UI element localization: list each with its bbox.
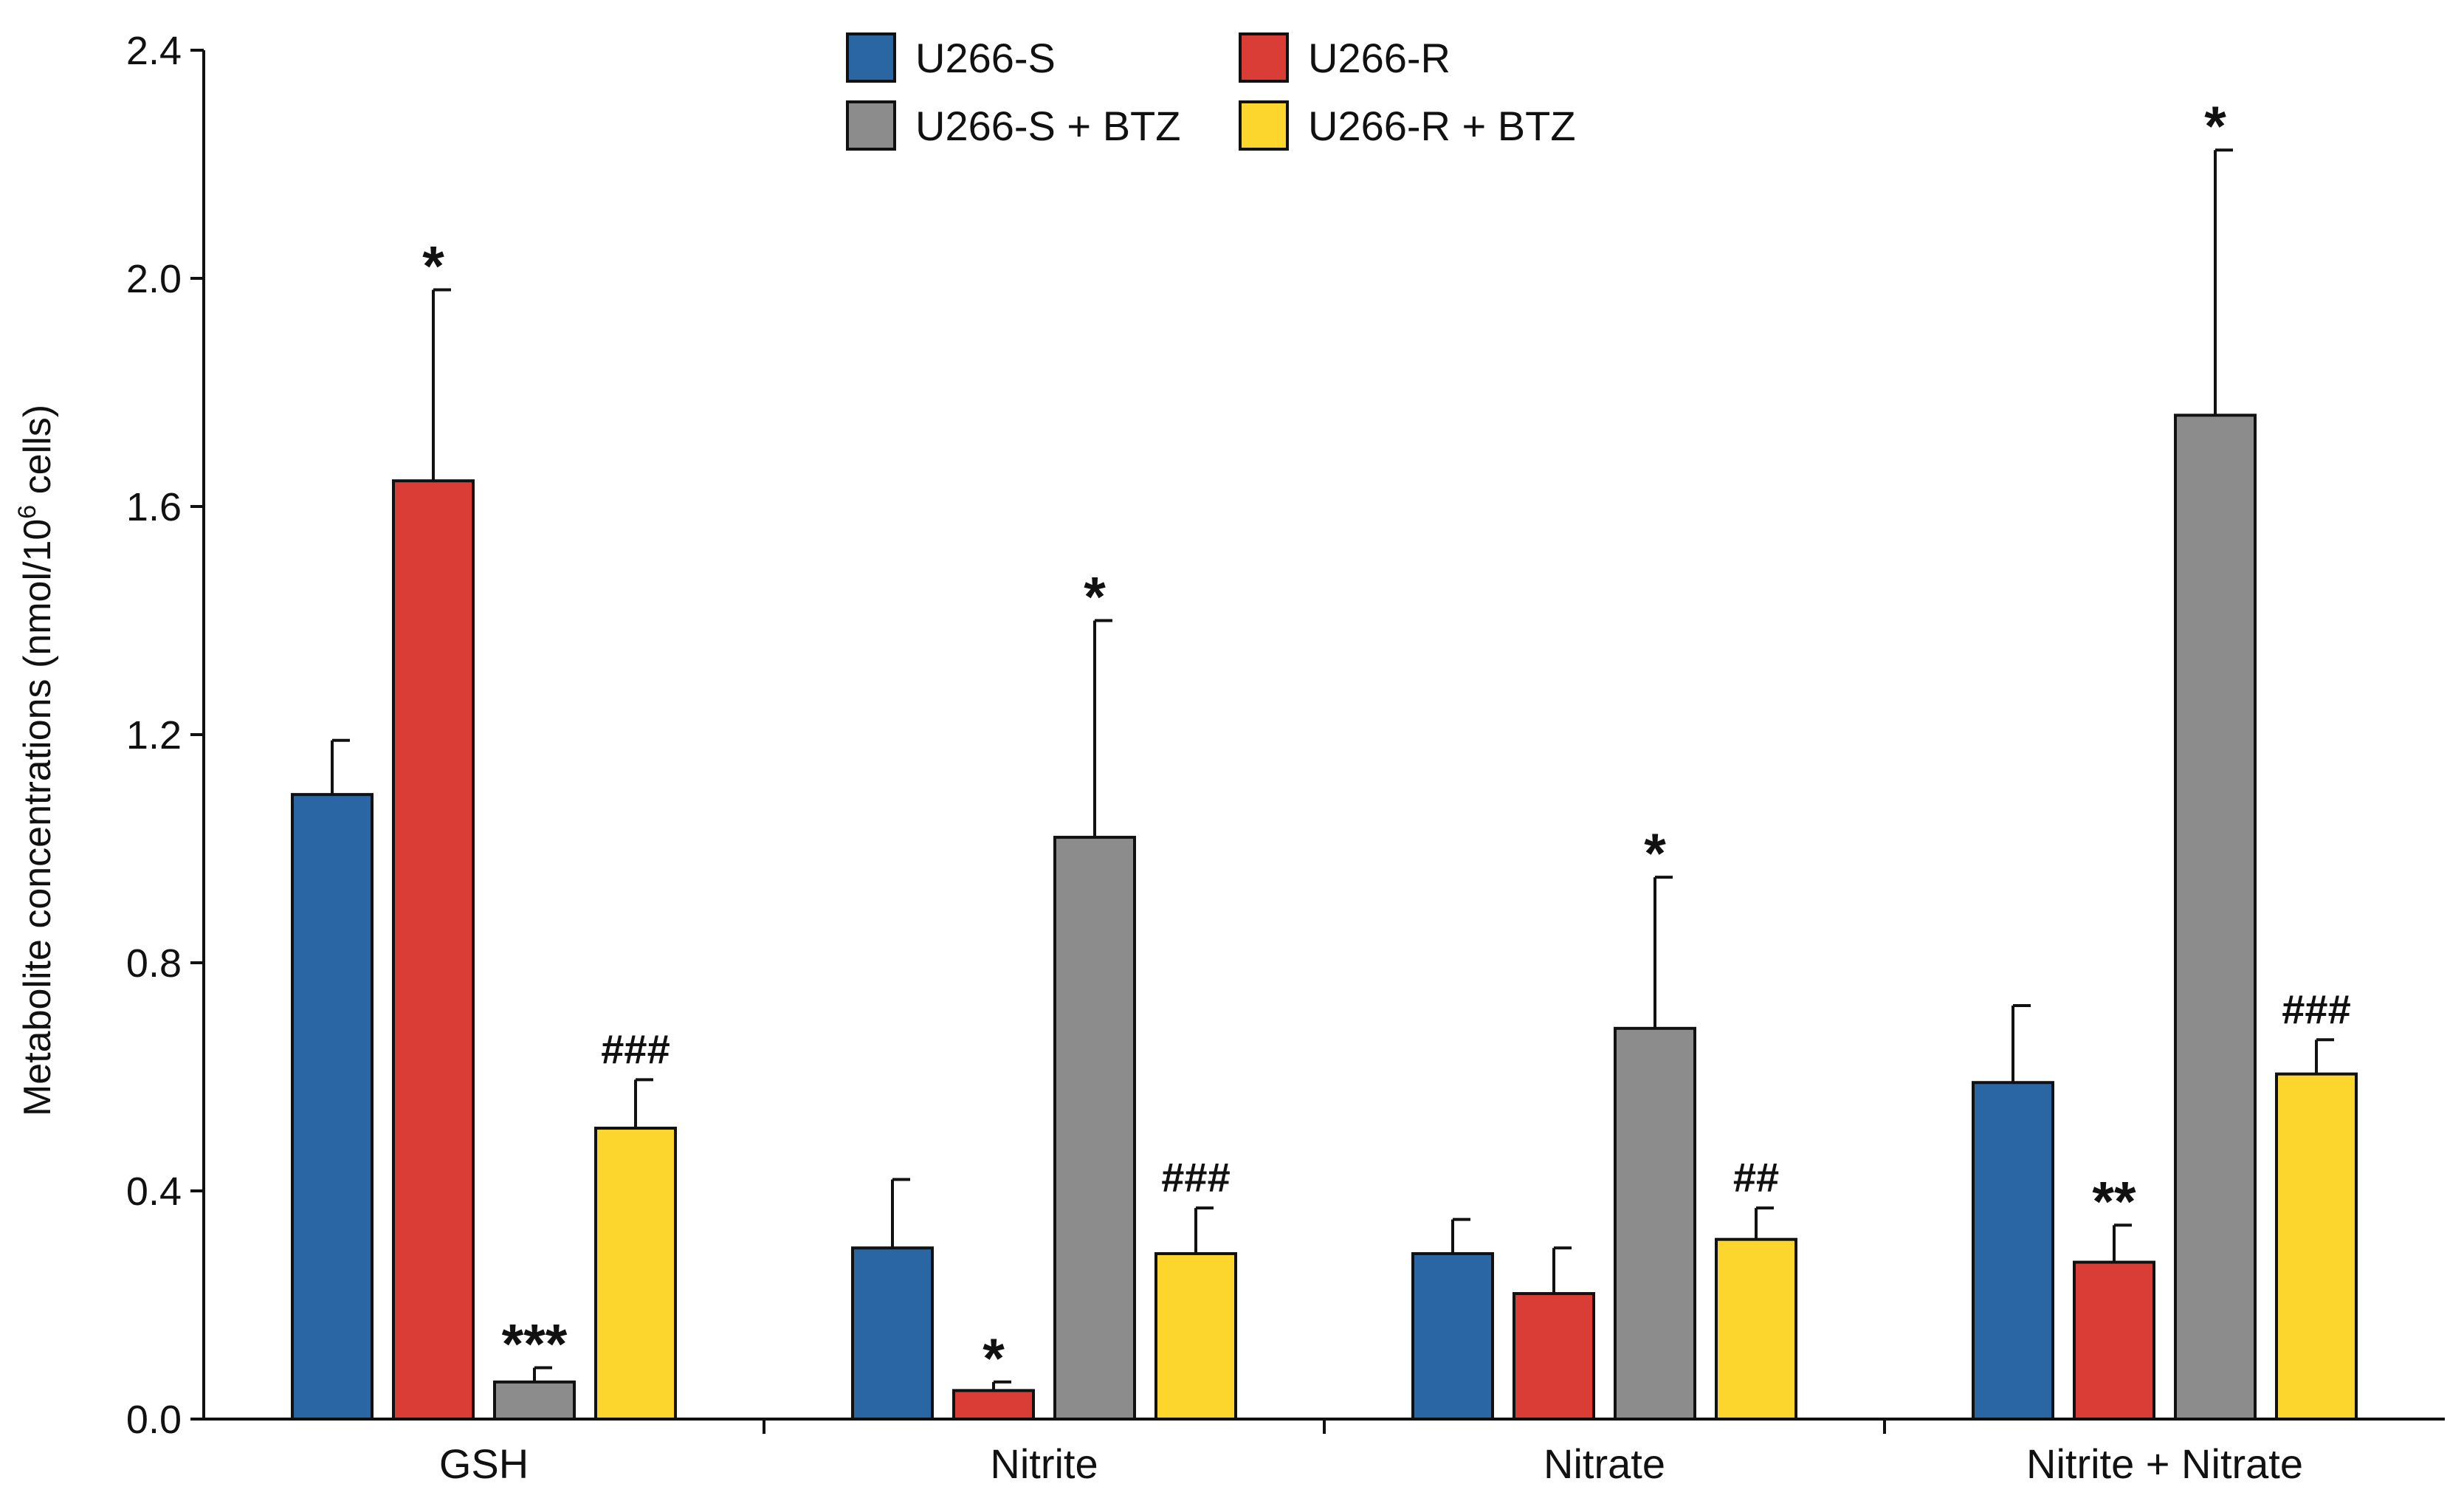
- y-tick-label: 1.6: [126, 485, 182, 529]
- y-axis-title: Metabolite concentrations (nmol/106 cell…: [13, 405, 59, 1116]
- bars-layer: ****###**###*## ***###: [291, 95, 2358, 1421]
- bar: [291, 793, 374, 1421]
- bar: [952, 1389, 1035, 1421]
- y-tick-label: 2.4: [126, 29, 182, 73]
- bar: [1053, 836, 1136, 1421]
- bar: [594, 1127, 677, 1421]
- significance-annotation: ###: [1161, 1154, 1230, 1201]
- legend: U266-S U266-R U266-S + BTZ U266-R + BTZ: [846, 32, 1576, 151]
- legend-label: U266-S + BTZ: [915, 103, 1180, 149]
- significance-annotation: *: [422, 235, 444, 298]
- axes: 0.0 0.4 0.8 1.2 1.6 2.0 2.4 GSH Nitrite Nitrate Ni…: [126, 29, 2445, 1487]
- significance-annotation: *: [982, 1327, 1005, 1390]
- x-category-label: Nitrate: [1544, 1440, 1665, 1487]
- bar: [1972, 1081, 2054, 1421]
- significance-annotation: ##: [1733, 1154, 1779, 1201]
- significance-annotation: ***: [502, 1313, 568, 1375]
- legend-label: U266-R: [1308, 35, 1450, 81]
- significance-annotation: *: [1084, 566, 1106, 629]
- legend-swatch: [846, 32, 896, 83]
- bar: [1411, 1251, 1494, 1421]
- bar: [2275, 1072, 2358, 1421]
- y-tick-label: 0.8: [126, 941, 182, 986]
- bar: [2073, 1260, 2155, 1421]
- bar: [1614, 1026, 1696, 1421]
- bar: [1513, 1292, 1595, 1421]
- legend-swatch: [846, 100, 896, 151]
- y-tick-label: 1.2: [126, 713, 182, 758]
- bar: [1154, 1251, 1237, 1421]
- bar: [392, 479, 475, 1421]
- significance-annotation: ###: [601, 1026, 670, 1072]
- legend-label: U266-S: [915, 35, 1056, 81]
- significance-annotation: *: [1644, 822, 1666, 885]
- significance-annotation: ###: [2282, 986, 2350, 1032]
- bar: [1715, 1237, 1797, 1421]
- legend-swatch: [1239, 100, 1289, 151]
- significance-annotation: **: [2092, 1170, 2136, 1233]
- legend-label: U266-R + BTZ: [1308, 103, 1576, 149]
- bar: [2174, 413, 2257, 1421]
- y-tick-label: 0.4: [126, 1169, 182, 1214]
- y-tick-label: 2.0: [126, 257, 182, 301]
- x-category-label: Nitrite: [990, 1440, 1098, 1487]
- bar: [493, 1380, 576, 1421]
- y-tick-label: 0.0: [126, 1398, 182, 1442]
- legend-swatch: [1239, 32, 1289, 83]
- x-category-label: Nitrite + Nitrate: [2026, 1440, 2303, 1487]
- significance-annotation: *: [2204, 95, 2226, 158]
- x-category-label: GSH: [439, 1440, 529, 1487]
- bar: [851, 1246, 934, 1421]
